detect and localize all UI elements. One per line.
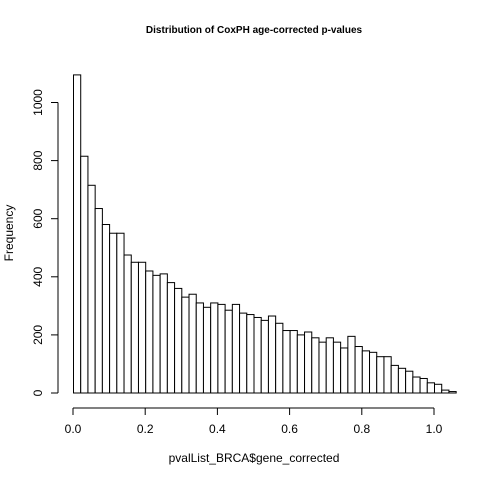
histogram-bar — [289, 330, 298, 394]
histogram-bar — [354, 346, 363, 394]
histogram-bar — [188, 293, 197, 394]
y-tick-label: 0 — [31, 389, 45, 396]
histogram-bar — [137, 261, 147, 394]
x-axis-label: pvalList_BRCA$gene_corrected — [169, 451, 340, 465]
histogram-bar — [397, 367, 407, 394]
histogram-bar — [87, 184, 96, 394]
chart-title: Distribution of CoxPH age-corrected p-va… — [146, 25, 363, 36]
histogram-bar — [419, 377, 428, 394]
x-tick-label: 0.0 — [65, 422, 82, 436]
y-tick-label: 800 — [31, 150, 45, 170]
x-tick-label: 1.0 — [426, 422, 443, 436]
histogram-bar — [231, 303, 241, 394]
histogram-bar — [253, 316, 262, 394]
histogram-bar — [123, 254, 132, 394]
histogram-bar — [80, 155, 89, 394]
histogram-bar — [224, 309, 233, 394]
histogram-bar — [347, 335, 356, 394]
histogram-bar — [426, 382, 435, 394]
y-tick-label: 400 — [31, 266, 45, 286]
histogram-bar — [267, 315, 277, 394]
histogram-bar — [202, 306, 212, 394]
histogram-bar — [448, 391, 457, 394]
histogram-bar — [434, 383, 443, 394]
histogram-bar — [405, 370, 414, 394]
histogram-bar — [101, 224, 111, 394]
histogram-bar — [376, 356, 385, 394]
histogram-bar — [94, 208, 103, 394]
histogram-bar — [210, 302, 219, 394]
histogram-bar — [318, 341, 327, 394]
histogram-bar — [311, 337, 320, 394]
histogram-bar — [340, 347, 349, 394]
histogram-bar — [361, 350, 371, 394]
histogram-bar — [369, 351, 378, 394]
y-axis: 0 200 400 600 800 1000 — [31, 89, 59, 396]
y-tick-label: 600 — [31, 208, 45, 228]
histogram-bar — [282, 330, 291, 394]
histogram-bar — [412, 376, 421, 394]
histogram-bar — [390, 364, 399, 394]
histogram-bar — [130, 261, 139, 394]
histogram-bar — [239, 312, 248, 394]
histogram-bar — [109, 232, 118, 394]
histogram-bar — [73, 74, 82, 394]
histogram-bar — [145, 270, 154, 394]
histogram-bar — [152, 274, 161, 394]
x-tick-label: 0.4 — [209, 422, 226, 436]
y-tick-label: 200 — [31, 325, 45, 345]
histogram-bars — [73, 74, 457, 394]
histogram-bar — [217, 303, 226, 394]
histogram-bar — [383, 356, 392, 394]
y-tick-label: 1000 — [31, 89, 45, 116]
histogram-bar — [246, 314, 255, 394]
histogram-bar — [260, 319, 269, 394]
histogram-bar — [159, 273, 168, 394]
histogram-bar — [325, 337, 334, 394]
histogram-bar — [332, 341, 342, 394]
histogram-bar — [174, 287, 183, 394]
histogram-bar — [116, 232, 125, 394]
y-axis-label: Frequency — [2, 205, 16, 262]
histogram-bar — [304, 331, 313, 394]
histogram-bar — [166, 282, 176, 394]
x-tick-label: 0.2 — [137, 422, 154, 436]
x-tick-label: 0.8 — [353, 422, 370, 436]
x-axis: 0.0 0.2 0.4 0.6 0.8 1.0 — [65, 407, 443, 436]
x-tick-label: 0.6 — [281, 422, 298, 436]
histogram-bar — [195, 302, 204, 394]
histogram-bar — [181, 296, 190, 394]
histogram-bar — [275, 322, 284, 394]
histogram-bar — [441, 389, 450, 394]
histogram-bar — [296, 334, 306, 394]
